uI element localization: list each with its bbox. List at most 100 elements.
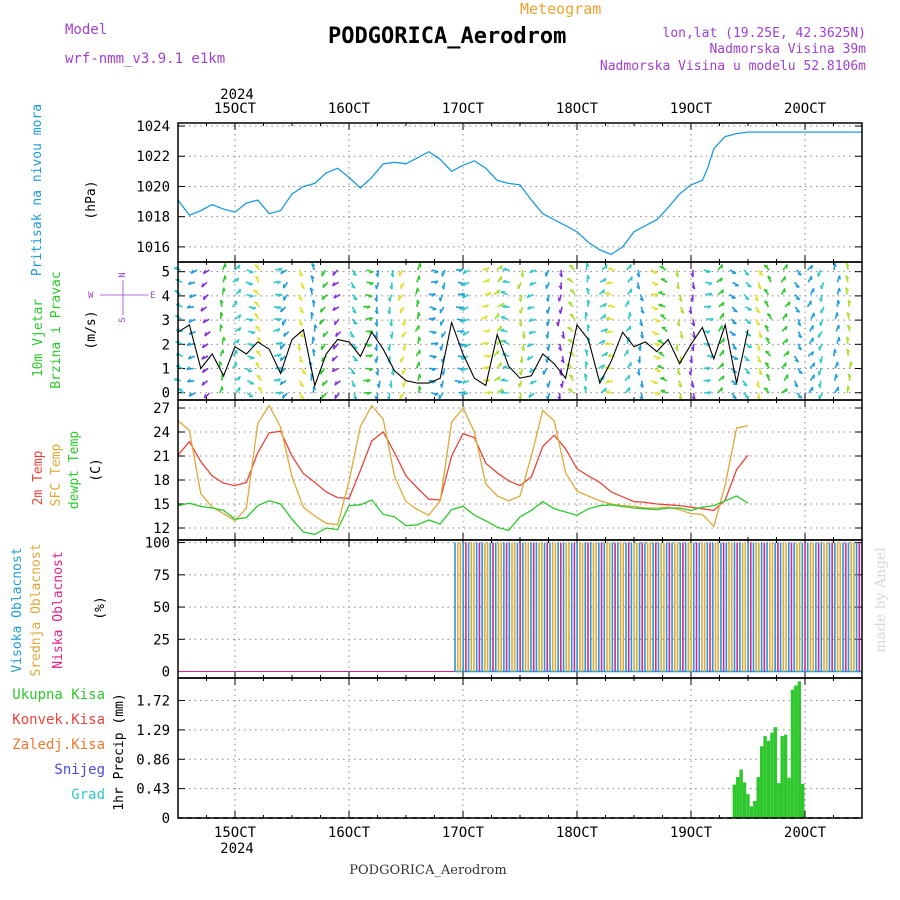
precip-bar bbox=[787, 777, 791, 818]
wind-ylabel-1: 10m Vjetar bbox=[31, 299, 46, 377]
wind-arrow-head bbox=[656, 320, 661, 323]
wind-arrow-head bbox=[387, 310, 391, 315]
wind-arrow-head bbox=[767, 313, 772, 316]
wind-arrow-head bbox=[708, 282, 713, 286]
y-tick-label: 1018 bbox=[136, 210, 170, 226]
wind-arrow-head bbox=[486, 329, 491, 334]
wind-arrow-head bbox=[431, 317, 436, 322]
wind-arrow-head bbox=[528, 330, 533, 335]
wind-arrow-head bbox=[485, 304, 489, 309]
y-tick-label: 50 bbox=[153, 600, 170, 616]
wind-arrow-head bbox=[351, 285, 356, 289]
wind-arrow-head bbox=[236, 277, 240, 282]
wind-arrow-head bbox=[374, 285, 378, 290]
wind-arrow-head bbox=[813, 362, 816, 367]
wind-arrow-head bbox=[223, 287, 226, 292]
wind-arrow-head bbox=[387, 359, 391, 364]
wind-arrow-head bbox=[278, 391, 283, 396]
wind-arrow-head bbox=[461, 379, 466, 384]
model-name: wrf-nmm_v3.9.1 e1km bbox=[65, 51, 225, 67]
wind-arrow-head bbox=[390, 273, 394, 278]
wind-arrow-head bbox=[352, 273, 357, 277]
wind-arrow-head bbox=[526, 293, 531, 298]
wind-arrow-head bbox=[757, 359, 762, 363]
wind-arrow-head bbox=[500, 378, 505, 382]
wind-arrow-head bbox=[299, 334, 304, 338]
wind-arrow-head bbox=[691, 334, 696, 339]
wind-arrow-head bbox=[249, 319, 254, 323]
wind-arrow-head bbox=[765, 361, 770, 366]
wind-arrow-head bbox=[558, 273, 563, 278]
wind-arrow-head bbox=[818, 358, 822, 364]
wind-arrow-head bbox=[678, 359, 683, 364]
y-tick-label: 1020 bbox=[136, 179, 170, 195]
cloud-unit: (%) bbox=[93, 596, 108, 619]
wind-arrow-head bbox=[187, 355, 192, 360]
wind-arrow-head bbox=[838, 287, 841, 292]
wind-arrow-head bbox=[499, 339, 503, 344]
wind-arrow-head bbox=[432, 355, 437, 359]
x-tick-label: 17OCT bbox=[442, 101, 485, 117]
wind-arrow-head bbox=[688, 310, 692, 315]
wind-arrow-head bbox=[587, 299, 591, 304]
wind-arrow-head bbox=[487, 292, 492, 297]
wind-arrow-head bbox=[754, 298, 759, 302]
wind-arrow-head bbox=[220, 299, 224, 304]
wind-arrow-head bbox=[584, 373, 588, 378]
wind-arrow-head bbox=[255, 325, 260, 329]
wind-arrow-head bbox=[818, 346, 821, 351]
wind-arrow-head bbox=[282, 394, 285, 399]
wind-arrow-head bbox=[834, 348, 837, 354]
wind-arrow-head bbox=[661, 326, 666, 329]
wind-arrow-head bbox=[375, 273, 379, 278]
wind-arrow-head bbox=[278, 342, 283, 346]
year-bottom: 2024 bbox=[220, 841, 254, 857]
wind-arrow-head bbox=[518, 322, 522, 327]
wind-arrow-head bbox=[521, 347, 525, 352]
wind-arrow-head bbox=[283, 332, 286, 337]
x-tick-label: 20OCT bbox=[784, 825, 827, 841]
wind-arrow-head bbox=[499, 325, 503, 331]
wind-arrow-head bbox=[608, 266, 613, 270]
y-tick-label: 15 bbox=[153, 497, 170, 513]
wind-arrow-head bbox=[189, 294, 193, 299]
wind-arrow-head bbox=[795, 297, 800, 301]
wind-arrow-head bbox=[460, 367, 465, 372]
model-elevation-label: Nadmorska Visina u modelu 52.8106m bbox=[600, 59, 866, 74]
wind-arrow-head bbox=[387, 297, 391, 302]
wind-arrow-head bbox=[691, 322, 695, 327]
wind-arrow-head bbox=[461, 318, 466, 323]
wind-arrow-head bbox=[311, 262, 316, 267]
wind-arrow-head bbox=[519, 309, 522, 314]
wind-arrow-head bbox=[335, 332, 338, 337]
panel-frame bbox=[177, 677, 863, 819]
wind-arrow-head bbox=[254, 301, 259, 304]
wind-arrow-head bbox=[570, 289, 575, 292]
wind-arrow-head bbox=[690, 297, 694, 302]
wind-arrow-head bbox=[639, 298, 644, 302]
wind-arrow-head bbox=[834, 262, 837, 268]
wind-arrow-head bbox=[389, 285, 393, 290]
wind-arrow-head bbox=[707, 305, 712, 310]
wind-arrow-head bbox=[602, 289, 606, 294]
wind-arrow-head bbox=[846, 311, 851, 316]
wind-arrow-head bbox=[313, 385, 317, 390]
wind-arrow-head bbox=[756, 347, 761, 351]
wind-arrow-head bbox=[459, 268, 464, 273]
wind-arrow-head bbox=[604, 387, 607, 393]
y-tick-label: 0 bbox=[162, 386, 170, 402]
wind-arrow-head bbox=[529, 380, 534, 385]
wind-arrow-head bbox=[835, 373, 839, 378]
panel-frame bbox=[177, 399, 863, 541]
wind-arrow-head bbox=[298, 273, 303, 277]
wind-arrow-head bbox=[368, 330, 374, 334]
wind-arrow-head bbox=[763, 264, 769, 267]
wind-arrow-head bbox=[201, 381, 205, 386]
wind-arrow-head bbox=[764, 324, 769, 329]
wind-arrow-head bbox=[351, 384, 356, 388]
wind-arrow-head bbox=[461, 306, 465, 311]
wind-arrow-head bbox=[847, 299, 852, 304]
wind-arrow-head bbox=[838, 336, 841, 342]
wind-arrow-head bbox=[201, 283, 204, 288]
wind-arrow-head bbox=[204, 332, 207, 337]
